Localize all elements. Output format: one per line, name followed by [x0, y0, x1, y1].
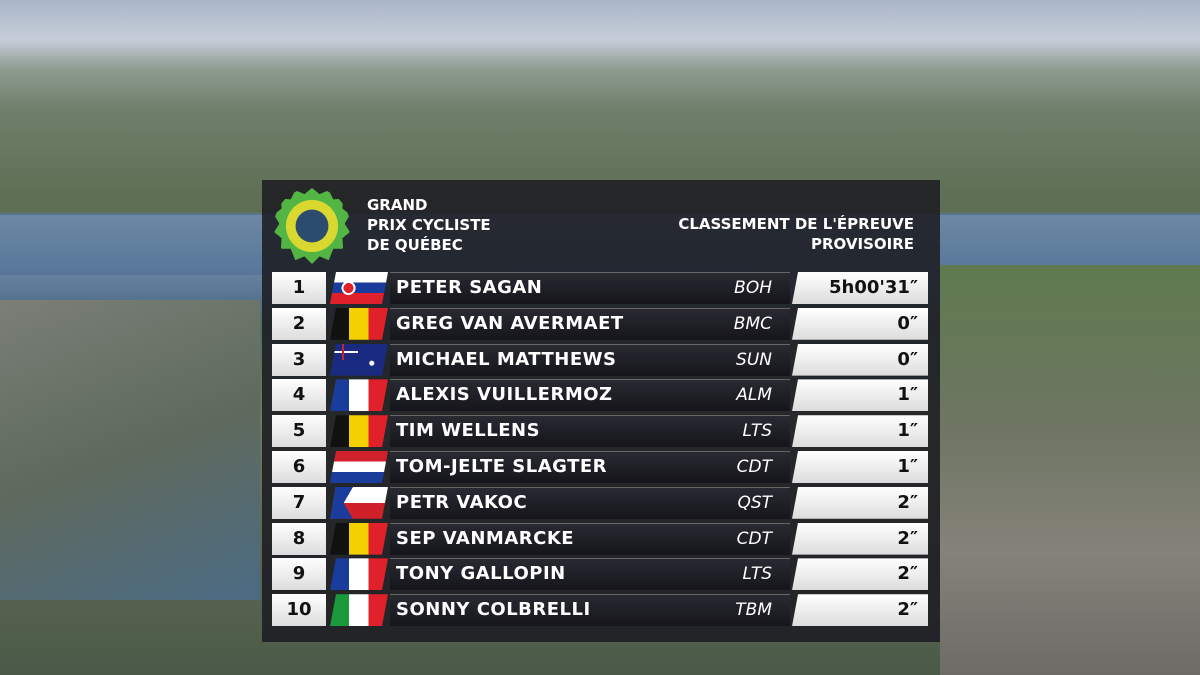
event-name: GRAND PRIX CYCLISTE DE QUÉBEC [367, 195, 491, 255]
flag [330, 415, 388, 447]
flag [330, 558, 388, 590]
rank: 1 [272, 272, 326, 304]
time-gap: 1″ [792, 415, 928, 448]
rider-bar: GREG VAN AVERMAET BMC [390, 307, 790, 340]
rider-name: GREG VAN AVERMAET [396, 312, 624, 334]
time-gap: 5h00'31″ [792, 272, 928, 304]
standings-title: CLASSEMENT DE L'ÉPREUVE PROVISOIRE [678, 214, 914, 254]
rider-bar: MICHAEL MATTHEWS SUN [390, 343, 790, 376]
rider-bar: TOM-JELTE SLAGTER CDT [390, 451, 790, 483]
event-name-line: PRIX CYCLISTE [367, 216, 491, 234]
flag [330, 487, 388, 519]
rider-bar: PETR VAKOC QST [390, 486, 790, 519]
rank: 2 [272, 307, 326, 340]
rank: 4 [272, 379, 326, 412]
rider-name: TOM-JELTE SLAGTER [396, 456, 608, 477]
event-name-line: DE QUÉBEC [367, 236, 463, 254]
team-code: QST [737, 492, 772, 513]
rank: 9 [272, 558, 326, 591]
flag [330, 451, 388, 483]
flag [330, 379, 388, 411]
rider-name: TIM WELLENS [396, 420, 541, 442]
team-code: LTS [742, 421, 773, 442]
flag [330, 523, 388, 555]
team-code: SUN [736, 349, 772, 370]
flag [330, 308, 388, 340]
time-gap: 0″ [792, 307, 928, 340]
rank: 6 [272, 451, 326, 483]
time-gap: 2″ [792, 594, 928, 627]
rank: 3 [272, 343, 326, 376]
rank: 10 [272, 594, 326, 627]
time-gap: 1″ [792, 451, 928, 483]
time-gap: 2″ [792, 558, 928, 591]
team-code: LTS [742, 564, 773, 585]
rider-bar: ALEXIS VUILLERMOZ ALM [390, 379, 790, 412]
rider-name: ALEXIS VUILLERMOZ [396, 384, 613, 406]
time-gap: 0″ [792, 343, 928, 376]
team-code: BMC [733, 313, 772, 334]
rider-name: SEP VANMARCKE [396, 527, 575, 549]
rider-name: PETR VAKOC [396, 491, 528, 513]
rank: 5 [272, 415, 326, 448]
rank: 8 [272, 522, 326, 555]
rider-bar: SONNY COLBRELLI TBM [390, 594, 790, 627]
flag [330, 272, 388, 304]
event-name-line: GRAND [367, 196, 428, 214]
shore [0, 300, 260, 600]
team-code: CDT [736, 457, 772, 477]
rider-name: TONY GALLOPIN [396, 563, 566, 585]
rider-bar: SEP VANMARCKE CDT [390, 522, 790, 555]
team-code: CDT [736, 528, 772, 549]
rider-name: MICHAEL MATTHEWS [396, 348, 617, 370]
team-code: ALM [736, 385, 772, 406]
rider-name: SONNY COLBRELLI [396, 599, 591, 621]
city [940, 265, 1200, 675]
rider-bar: PETER SAGAN BOH [390, 272, 790, 304]
rider-bar: TIM WELLENS LTS [390, 415, 790, 448]
rider-bar: TONY GALLOPIN LTS [390, 558, 790, 591]
rank: 7 [272, 486, 326, 519]
title-line: PROVISOIRE [810, 235, 914, 253]
time-gap: 2″ [792, 522, 928, 555]
team-code: TBM [735, 600, 772, 621]
team-code: BOH [734, 278, 772, 298]
rider-name: PETER SAGAN [396, 277, 543, 298]
title-line: CLASSEMENT DE L'ÉPREUVE [678, 215, 914, 233]
flag [330, 594, 388, 626]
flag [330, 344, 388, 376]
time-gap: 1″ [792, 379, 928, 412]
time-gap: 2″ [792, 486, 928, 519]
